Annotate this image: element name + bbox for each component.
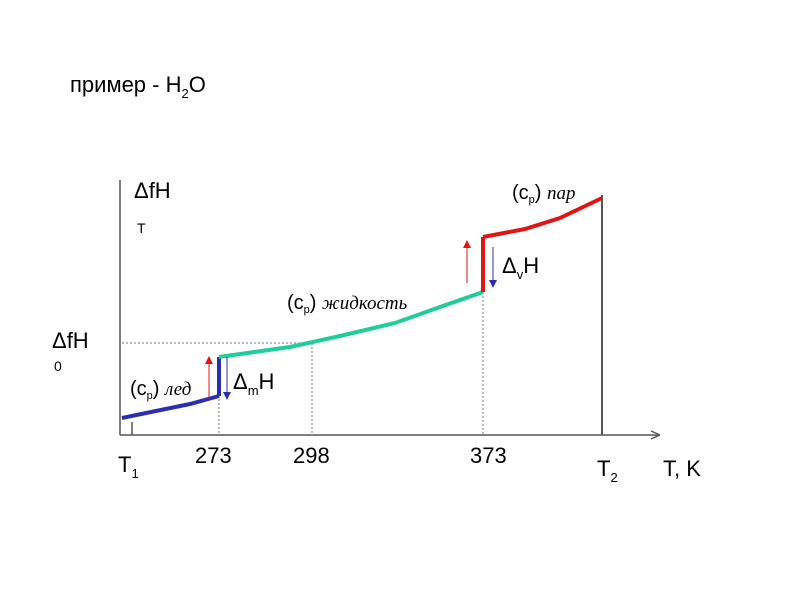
x-tick-298: 298: [293, 443, 330, 468]
t2-label: T2: [597, 456, 618, 485]
vaporization-label: ΔvH: [502, 253, 540, 282]
vapor-label: (cp) пар: [512, 182, 576, 206]
x-axis-arrowhead: [650, 430, 661, 440]
x-tick-373: 373: [470, 443, 507, 468]
melting-label: ΔmH: [233, 369, 275, 398]
ref-level-label-sub: 0: [54, 358, 62, 374]
ref-level-label: ΔfH: [52, 328, 89, 353]
t1-label: T1: [118, 452, 139, 481]
y-axis-label-sub: T: [137, 220, 146, 236]
x-axis-label: T, K: [663, 456, 701, 481]
y-axis-label: ΔfH: [134, 178, 171, 203]
liquid-label: (cp) жидкость: [287, 292, 408, 316]
ice-curve: [121, 394, 220, 420]
vapor-curve: [482, 196, 603, 239]
ice-label: (cp) лед: [130, 378, 192, 402]
liquid-curve: [218, 290, 484, 359]
x-tick-273: 273: [195, 443, 232, 468]
page-title: пример - H2O: [70, 72, 206, 101]
